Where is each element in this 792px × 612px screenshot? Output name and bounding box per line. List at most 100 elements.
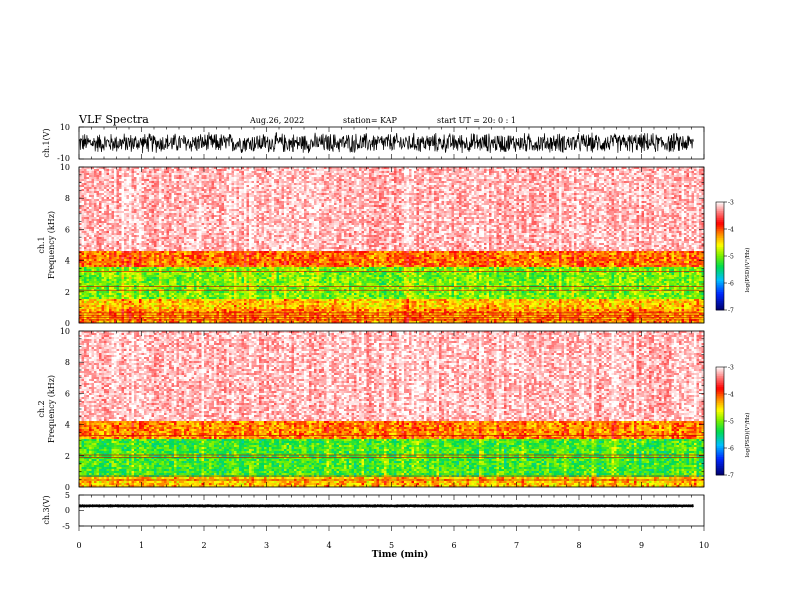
spectrogram-cell — [572, 173, 575, 175]
spectrogram-cell — [212, 171, 215, 173]
spectrogram-cell — [534, 173, 537, 175]
spectrogram-cell — [99, 169, 102, 171]
spectrogram-cell — [582, 169, 585, 171]
spectrogram-cell — [162, 171, 165, 173]
spectrogram-cell — [214, 173, 217, 175]
chart-title: VLF Spectra — [78, 113, 149, 126]
spectrogram-cell — [477, 173, 480, 175]
spectrogram-cell — [127, 173, 130, 175]
spectrogram-cell — [362, 169, 365, 171]
spectrogram-cell — [694, 171, 697, 173]
spectrogram-cell — [184, 169, 187, 171]
spectrogram-cell — [459, 169, 462, 171]
spectrogram-cell — [89, 173, 92, 175]
spectrogram-cell — [484, 171, 487, 173]
spectrogram-cell — [439, 171, 442, 173]
spectrogram-cell — [434, 173, 437, 175]
spectrogram-cell — [364, 175, 367, 177]
spectrogram-cell — [437, 175, 440, 177]
spectrogram-cell — [614, 171, 617, 173]
spectrogram-cell — [262, 169, 265, 171]
spectrogram-cell — [192, 169, 195, 171]
spectrogram-cell — [417, 175, 420, 177]
spectrogram-cell — [139, 173, 142, 175]
spectrogram-cell — [149, 173, 152, 175]
spectrogram-cell — [517, 173, 520, 175]
spectrogram-cell — [392, 175, 395, 177]
spectrogram-cell — [384, 173, 387, 175]
spectrogram-cell — [654, 169, 657, 171]
spectrogram-cell — [302, 171, 305, 173]
spectrogram-cell — [622, 171, 625, 173]
spectrogram-cell — [247, 173, 250, 175]
spectrogram-cell — [634, 175, 637, 177]
spectrogram-cell — [319, 171, 322, 173]
spectrogram-cell — [679, 175, 682, 177]
spectrogram-cell — [162, 175, 165, 177]
spectrogram-cell — [202, 173, 205, 175]
spectrogram-cell — [599, 173, 602, 175]
spectrogram-cell — [132, 173, 135, 175]
spectrogram-cell — [599, 175, 602, 177]
spectrogram-cell — [204, 173, 207, 175]
spectrogram-cell — [259, 173, 262, 175]
spectrogram-cell — [459, 175, 462, 177]
spectrogram-cell — [572, 175, 575, 177]
ch1-ytick-bottom: -10 — [57, 154, 70, 163]
spectrogram-cell — [692, 169, 695, 171]
spectrogram-cell — [412, 173, 415, 175]
spectrogram-cell — [272, 171, 275, 173]
spectrogram-cell — [694, 175, 697, 177]
spectrogram-cell — [479, 173, 482, 175]
spectrogram-cell — [617, 175, 620, 177]
spectrogram-cell — [327, 173, 330, 175]
spectrogram-cell — [617, 169, 620, 171]
spectrogram-cell — [179, 173, 182, 175]
spectrogram-cell — [232, 171, 235, 173]
spectrogram-cell — [302, 173, 305, 175]
spectrogram-cell — [287, 169, 290, 171]
spectrogram-cell — [592, 171, 595, 173]
spectrogram-cell — [167, 171, 170, 173]
spectrogram-cell — [669, 169, 672, 171]
spectrogram-cell — [419, 175, 422, 177]
spectrogram-cell — [219, 171, 222, 173]
spectrogram-cell — [677, 175, 680, 177]
spectrogram-cell — [467, 171, 470, 173]
spectrogram-cell — [687, 173, 690, 175]
spectrogram-cell — [474, 169, 477, 171]
spectrogram-cell — [169, 175, 172, 177]
spectrogram-cell — [422, 175, 425, 177]
spectrogram-cell — [697, 171, 700, 173]
spectrogram-cell — [104, 175, 107, 177]
spectrogram-cell — [389, 175, 392, 177]
spectrogram-cell — [289, 173, 292, 175]
spectrogram-cell — [242, 173, 245, 175]
spectrogram-cell — [347, 173, 350, 175]
spectrogram-cell — [492, 175, 495, 177]
spectrogram-cell — [257, 171, 260, 173]
spectrogram-cell — [492, 169, 495, 171]
spectrogram-cell — [224, 169, 227, 171]
spectrogram-cell — [167, 169, 170, 171]
spectrogram-cell — [532, 171, 535, 173]
spectrogram-cell — [179, 169, 182, 171]
spectrogram-cell — [454, 169, 457, 171]
spectrogram-cell — [219, 173, 222, 175]
spectrogram-cell — [477, 171, 480, 173]
spectrogram-cell — [589, 171, 592, 173]
spectrogram-cell — [554, 169, 557, 171]
spectrogram-cell — [162, 169, 165, 171]
spectrogram-cell — [332, 169, 335, 171]
spectrogram-cell — [587, 173, 590, 175]
spectrogram-cell — [114, 171, 117, 173]
spectrogram-cell — [257, 173, 260, 175]
spectrogram-cell — [639, 173, 642, 175]
spectrogram-cell — [672, 171, 675, 173]
spectrogram-cell — [629, 171, 632, 173]
spectrogram-cell — [119, 175, 122, 177]
spectrogram-cell — [679, 169, 682, 171]
spectrogram-cell — [357, 171, 360, 173]
spectrogram-cell — [137, 173, 140, 175]
spectrogram-cell — [507, 169, 510, 171]
